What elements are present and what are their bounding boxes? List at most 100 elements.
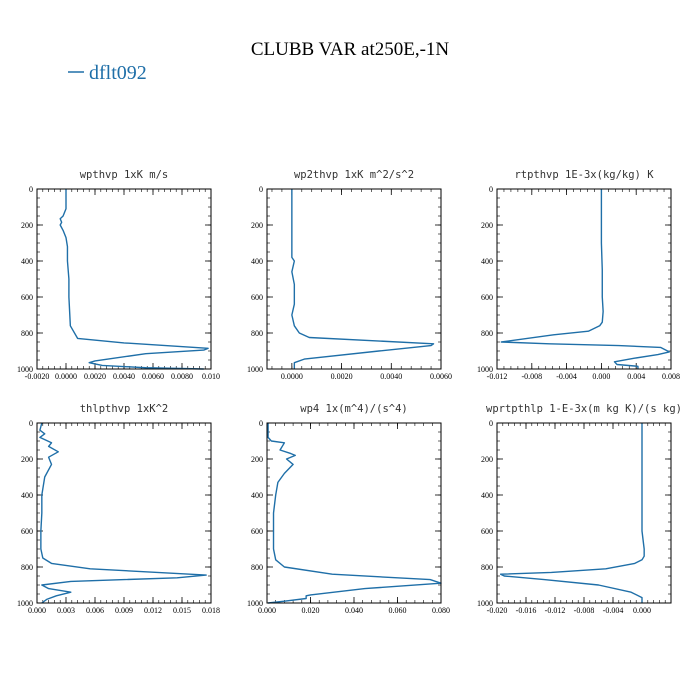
series-line xyxy=(267,423,442,604)
y-tick-label: 400 xyxy=(251,491,263,500)
legend: dflt092 xyxy=(68,62,147,84)
y-tick-label: 0 xyxy=(259,185,263,194)
x-tick-label: 0.012 xyxy=(144,606,162,615)
panel-5: wp4 1x(m^4)/(s^4) 0.000 0.020 0.040 0.060 0.0… xyxy=(247,403,450,615)
x-tick-label: 0.0040 xyxy=(113,372,135,381)
y-tick-label: 0 xyxy=(489,419,493,428)
x-tick-label: -0.012 xyxy=(487,372,508,381)
y-tick-label: 1000 xyxy=(17,365,33,374)
y-tick-label: 600 xyxy=(21,527,33,536)
panel-1: wpthvp 1xK m/s -0.0020 0.0000 0.0020 0.0040 0… xyxy=(17,169,220,381)
y-tick-label: 0 xyxy=(29,419,33,428)
legend-label: dflt092 xyxy=(89,62,147,84)
plot-frame xyxy=(36,188,212,370)
panel-title: rtpthvp 1E-3x(kg/kg) K xyxy=(514,169,654,181)
x-tick-label: 0.010 xyxy=(202,372,220,381)
series-line xyxy=(499,423,645,603)
plot-frame xyxy=(496,188,672,370)
x-tick-label: 0.0060 xyxy=(142,372,164,381)
x-tick-label: 0.0040 xyxy=(380,372,402,381)
y-tick-label: 1000 xyxy=(247,599,263,608)
x-tick-label: 0.003 xyxy=(57,606,75,615)
y-tick-label: 0 xyxy=(29,185,33,194)
panel-2: wp2thvp 1xK m^2/s^2 0.0000 0.0020 0.0040 0.0… xyxy=(247,169,452,381)
panel-title: wp2thvp 1xK m^2/s^2 xyxy=(294,169,414,181)
series-line xyxy=(39,422,207,604)
y-tick-label: 400 xyxy=(21,257,33,266)
panel-4: thlpthvp 1xK^2 0.000 0.003 0.006 0.009 0.012 0… xyxy=(17,403,220,615)
x-tick-label: -0.020 xyxy=(487,606,508,615)
x-tick-label: -0.0020 xyxy=(25,372,50,381)
x-tick-label: 0.000 xyxy=(28,606,46,615)
plot-frame xyxy=(266,422,442,604)
y-tick-label: 400 xyxy=(481,257,493,266)
x-tick-label: -0.008 xyxy=(574,606,595,615)
x-tick-label: -0.016 xyxy=(516,606,537,615)
y-tick-label: 1000 xyxy=(477,599,493,608)
y-tick-label: 200 xyxy=(21,455,33,464)
x-tick-label: 0.0060 xyxy=(430,372,452,381)
x-tick-label: 0.015 xyxy=(173,606,191,615)
y-tick-label: 200 xyxy=(481,455,493,464)
y-tick-label: 600 xyxy=(481,527,493,536)
x-tick-label: 0.060 xyxy=(389,606,407,615)
x-tick-label: 0.040 xyxy=(345,606,363,615)
y-tick-label: 1000 xyxy=(247,365,263,374)
y-tick-label: 200 xyxy=(251,221,263,230)
panel-title: thlpthvp 1xK^2 xyxy=(80,403,169,415)
x-tick-label: 0.0000 xyxy=(55,372,77,381)
x-tick-label: 0.080 xyxy=(432,606,450,615)
y-tick-label: 800 xyxy=(21,329,33,338)
y-tick-label: 400 xyxy=(251,257,263,266)
series-line xyxy=(291,189,435,369)
x-tick-label: 0.020 xyxy=(302,606,320,615)
x-tick-label: 0.0020 xyxy=(331,372,353,381)
x-tick-label: 0.000 xyxy=(592,372,610,381)
x-tick-label: 0.008 xyxy=(662,372,680,381)
x-tick-label: 0.004 xyxy=(627,372,645,381)
panel-title: wprtpthlp 1-E-3x(m kg K)/(s kg) xyxy=(486,403,682,415)
y-tick-label: 200 xyxy=(481,221,493,230)
y-tick-label: 0 xyxy=(259,419,263,428)
panel-title: wpthvp 1xK m/s xyxy=(80,169,169,181)
x-tick-label: 0.000 xyxy=(633,606,651,615)
y-tick-label: 200 xyxy=(251,455,263,464)
y-tick-label: 1000 xyxy=(17,599,33,608)
y-tick-label: 800 xyxy=(251,563,263,572)
y-tick-label: 800 xyxy=(251,329,263,338)
panels: wpthvp 1xK m/s-0.0020 0.0000 0.0020 0.0040 0… xyxy=(17,169,682,615)
x-tick-label: -0.008 xyxy=(521,372,542,381)
y-tick-label: 400 xyxy=(21,491,33,500)
x-tick-label: 0.006 xyxy=(86,606,104,615)
y-tick-label: 200 xyxy=(21,221,33,230)
series-line xyxy=(500,189,670,369)
x-tick-label: 0.0000 xyxy=(281,372,303,381)
plot-frame xyxy=(266,188,442,370)
y-tick-label: 600 xyxy=(251,527,263,536)
plot-frame xyxy=(36,422,212,604)
x-tick-label: 0.018 xyxy=(202,606,220,615)
x-tick-label: 0.000 xyxy=(258,606,276,615)
panel-3: rtpthvp 1E-3x(kg/kg) K -0.012 -0.008 -0.004… xyxy=(477,169,680,381)
figure-title: CLUBB VAR at250E,-1N xyxy=(251,39,450,60)
x-tick-label: 0.009 xyxy=(115,606,133,615)
x-tick-label: -0.004 xyxy=(556,372,577,381)
x-tick-label: -0.012 xyxy=(545,606,566,615)
y-tick-label: 800 xyxy=(481,563,493,572)
x-tick-label: 0.0080 xyxy=(171,372,193,381)
panel-title: wp4 1x(m^4)/(s^4) xyxy=(300,403,407,415)
y-tick-label: 600 xyxy=(481,293,493,302)
panel-6: wprtpthlp 1-E-3x(m kg K)/(s kg) -0.020 -0.… xyxy=(477,403,682,615)
x-tick-label: 0.0020 xyxy=(84,372,106,381)
y-tick-label: 800 xyxy=(481,329,493,338)
y-tick-label: 800 xyxy=(21,563,33,572)
y-tick-label: 600 xyxy=(251,293,263,302)
y-tick-label: 1000 xyxy=(477,365,493,374)
plot-frame xyxy=(496,422,672,604)
x-tick-label: -0.004 xyxy=(603,606,624,615)
y-tick-label: 0 xyxy=(489,185,493,194)
y-tick-label: 400 xyxy=(481,491,493,500)
y-tick-label: 600 xyxy=(21,293,33,302)
series-line xyxy=(59,189,209,370)
